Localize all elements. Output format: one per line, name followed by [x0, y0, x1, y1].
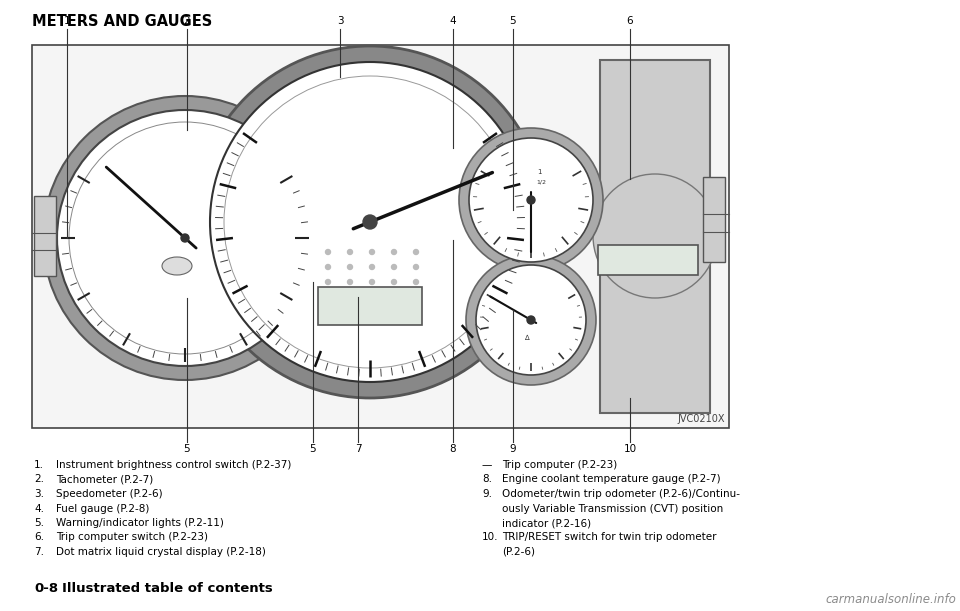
Text: 4: 4: [449, 16, 456, 26]
Text: Tachometer (P.2-7): Tachometer (P.2-7): [56, 475, 154, 485]
Bar: [703, 177, 725, 262]
Bar: [34, 196, 56, 276]
Text: 1: 1: [63, 16, 70, 26]
Text: 4.: 4.: [34, 503, 44, 513]
Circle shape: [392, 279, 396, 285]
Circle shape: [57, 110, 313, 366]
Circle shape: [210, 62, 530, 382]
Circle shape: [325, 249, 330, 255]
Circle shape: [366, 218, 374, 226]
Circle shape: [363, 215, 377, 229]
Text: METERS AND GAUGES: METERS AND GAUGES: [32, 14, 212, 29]
Text: 8.: 8.: [482, 475, 492, 485]
Text: 7.: 7.: [34, 547, 44, 557]
Text: 5: 5: [183, 444, 190, 454]
Text: 5: 5: [310, 444, 316, 454]
Text: indicator (P.2-16): indicator (P.2-16): [502, 518, 591, 528]
Bar: [598, 245, 698, 275]
Text: 10: 10: [623, 444, 636, 454]
Text: 1.: 1.: [34, 460, 44, 470]
Text: Trip computer (P.2-23): Trip computer (P.2-23): [502, 460, 617, 470]
Circle shape: [325, 265, 330, 269]
Circle shape: [370, 265, 374, 269]
Circle shape: [466, 255, 596, 385]
Text: 7: 7: [354, 444, 361, 454]
Circle shape: [476, 265, 586, 375]
Circle shape: [69, 122, 301, 354]
Bar: [318, 287, 422, 325]
Text: 5: 5: [510, 16, 516, 26]
Text: 1/2: 1/2: [536, 180, 546, 185]
Text: 5.: 5.: [34, 518, 44, 528]
Text: 2: 2: [183, 16, 190, 26]
Text: Warning/indicator lights (P.2-11): Warning/indicator lights (P.2-11): [56, 518, 224, 528]
Bar: [600, 60, 710, 413]
Text: —: —: [482, 460, 492, 470]
Circle shape: [527, 196, 535, 204]
Circle shape: [325, 279, 330, 285]
Text: Engine coolant temperature gauge (P.2-7): Engine coolant temperature gauge (P.2-7): [502, 475, 721, 485]
Text: (P.2-6): (P.2-6): [502, 547, 535, 557]
Text: 0-8: 0-8: [34, 582, 59, 595]
Text: 9: 9: [510, 444, 516, 454]
Text: 6: 6: [627, 16, 634, 26]
Circle shape: [527, 316, 535, 324]
Circle shape: [414, 265, 419, 269]
Circle shape: [593, 174, 717, 298]
Circle shape: [370, 279, 374, 285]
Text: 3: 3: [337, 16, 344, 26]
Text: Illustrated table of contents: Illustrated table of contents: [62, 582, 273, 595]
Circle shape: [43, 96, 327, 380]
Text: 2.: 2.: [34, 475, 44, 485]
Text: carmanualsonline.info: carmanualsonline.info: [826, 593, 956, 606]
Bar: [32, 45, 729, 428]
Text: Speedometer (P.2-6): Speedometer (P.2-6): [56, 489, 162, 499]
Circle shape: [348, 249, 352, 255]
Ellipse shape: [162, 257, 192, 275]
Circle shape: [459, 128, 603, 272]
Text: 10.: 10.: [482, 533, 498, 543]
Text: ously Variable Transmission (CVT) position: ously Variable Transmission (CVT) positi…: [502, 503, 723, 513]
Circle shape: [224, 76, 516, 368]
Circle shape: [469, 138, 593, 262]
Text: 8: 8: [449, 444, 456, 454]
Text: Fuel gauge (P.2-8): Fuel gauge (P.2-8): [56, 503, 150, 513]
Circle shape: [370, 249, 374, 255]
Text: Dot matrix liquid crystal display (P.2-18): Dot matrix liquid crystal display (P.2-1…: [56, 547, 266, 557]
Circle shape: [392, 249, 396, 255]
Circle shape: [194, 46, 546, 398]
Text: ∆: ∆: [524, 335, 528, 341]
Circle shape: [414, 249, 419, 255]
Text: 9.: 9.: [482, 489, 492, 499]
Text: Trip computer switch (P.2-23): Trip computer switch (P.2-23): [56, 533, 208, 543]
Text: JVC0210X: JVC0210X: [678, 414, 725, 424]
Text: 1: 1: [537, 169, 541, 175]
Text: Odometer/twin trip odometer (P.2-6)/Continu-: Odometer/twin trip odometer (P.2-6)/Cont…: [502, 489, 740, 499]
Text: TRIP/RESET switch for twin trip odometer: TRIP/RESET switch for twin trip odometer: [502, 533, 716, 543]
Circle shape: [181, 234, 189, 242]
Circle shape: [392, 265, 396, 269]
Circle shape: [348, 279, 352, 285]
Text: 6.: 6.: [34, 533, 44, 543]
Text: 3.: 3.: [34, 489, 44, 499]
Circle shape: [348, 265, 352, 269]
Text: Instrument brightness control switch (P.2-37): Instrument brightness control switch (P.…: [56, 460, 292, 470]
Circle shape: [414, 279, 419, 285]
